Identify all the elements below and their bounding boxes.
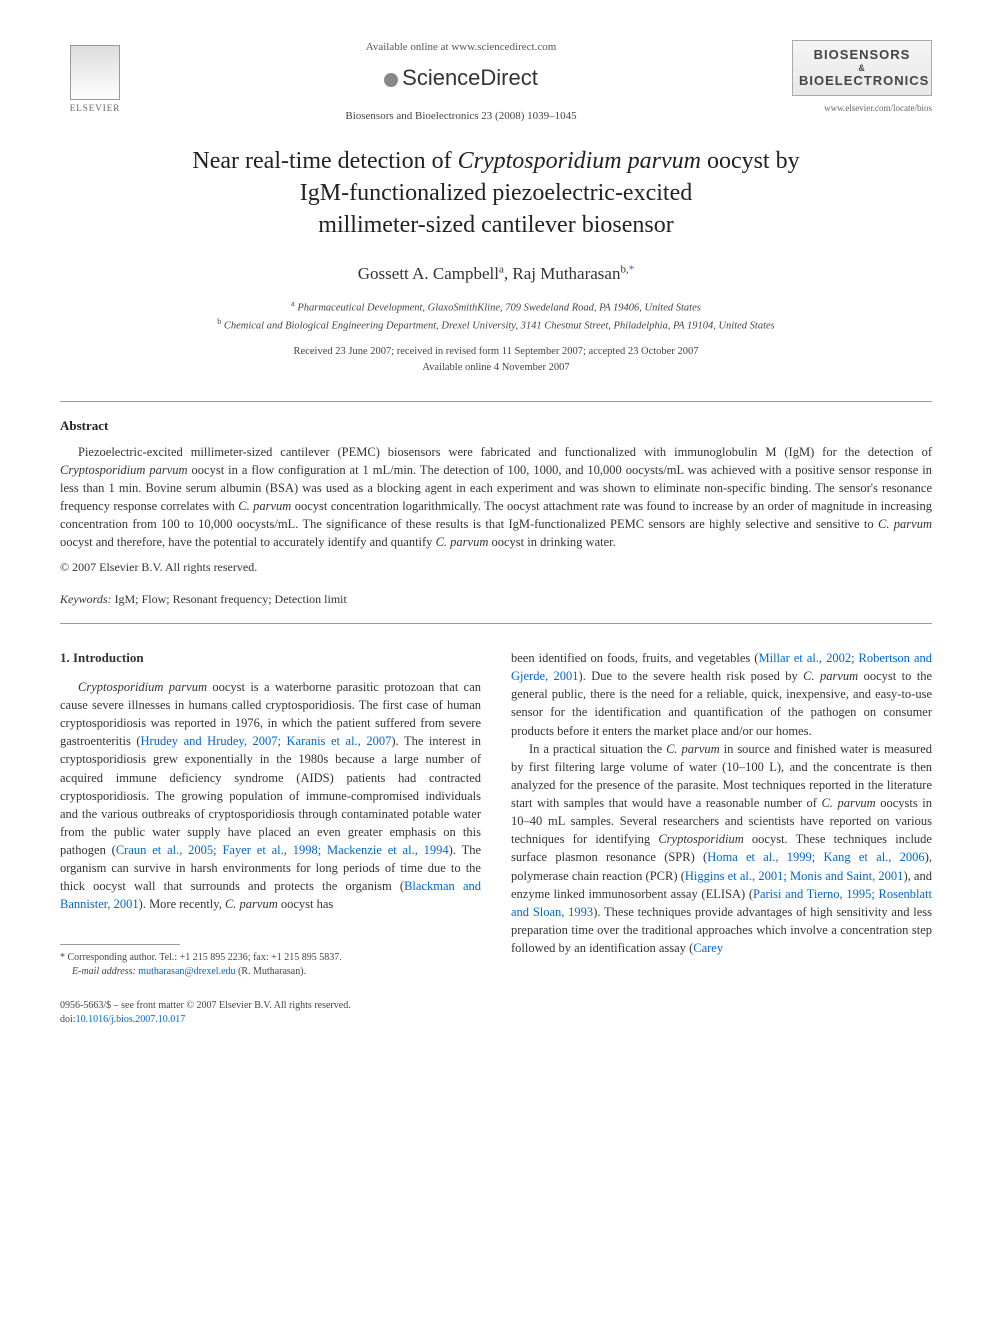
abs-m3: oocyst and therefore, have the potential… xyxy=(60,535,436,549)
journal-logo-line1: BIOSENSORS xyxy=(799,47,925,63)
sciencedirect-logo: ScienceDirect xyxy=(150,63,772,94)
keywords-text: IgM; Flow; Resonant frequency; Detection… xyxy=(112,592,347,606)
doi-link[interactable]: 10.1016/j.bios.2007.10.017 xyxy=(76,1014,186,1025)
author2: Raj Mutharasan xyxy=(512,264,620,283)
c2p2-link4[interactable]: Carey xyxy=(693,941,723,955)
author1-sup: a xyxy=(499,263,504,275)
keywords-label: Keywords: xyxy=(60,592,112,606)
abstract-heading: Abstract xyxy=(60,417,932,435)
journal-logo-box: BIOSENSORS & BIOELECTRONICS xyxy=(792,40,932,96)
author2-sup: b, xyxy=(620,263,628,275)
c2p2-a: In a practical situation the xyxy=(529,742,666,756)
sd-bullet-icon xyxy=(384,73,398,87)
c2p2-it1: C. parvum xyxy=(666,742,720,756)
intro-heading: 1. Introduction xyxy=(60,649,481,668)
affiliations: a Pharmaceutical Development, GlaxoSmith… xyxy=(60,298,932,335)
title-line2: IgM-functionalized piezoelectric-excited xyxy=(300,180,692,206)
column-left: 1. Introduction Cryptosporidium parvum o… xyxy=(60,649,481,978)
author1: Gossett A. Campbell xyxy=(358,264,499,283)
doi-pre: doi: xyxy=(60,1014,76,1025)
c1-d: ). More recently, xyxy=(139,897,225,911)
c2p2-it2: C. parvum xyxy=(822,796,876,810)
c2p2-link1[interactable]: Homa et al., 1999; Kang et al., 2006 xyxy=(707,850,925,864)
elsevier-label: ELSEVIER xyxy=(70,102,121,115)
affil-b: Chemical and Biological Engineering Depa… xyxy=(221,320,775,331)
dates-line2: Available online 4 November 2007 xyxy=(422,362,569,373)
sciencedirect-text: ScienceDirect xyxy=(402,65,538,90)
c2p2-it3: Cryptosporidium xyxy=(658,832,743,846)
available-online-text: Available online at www.sciencedirect.co… xyxy=(150,40,772,55)
footer-issn: 0956-5663/$ – see front matter © 2007 El… xyxy=(60,999,932,1013)
c1-it2: C. parvum xyxy=(225,897,278,911)
article-title: Near real-time detection of Cryptosporid… xyxy=(60,145,932,242)
c2-it1: C. parvum xyxy=(803,669,858,683)
c1-e: oocyst has xyxy=(278,897,334,911)
dates-line1: Received 23 June 2007; received in revis… xyxy=(294,346,699,357)
title-line3: millimeter-sized cantilever biosensor xyxy=(318,212,673,238)
elsevier-tree-icon xyxy=(70,45,120,100)
c1-b: ). The interest in cryptosporidiosis gre… xyxy=(60,734,481,857)
email-link[interactable]: mutharasan@drexel.edu xyxy=(136,966,236,977)
divider xyxy=(60,401,932,402)
corresponding-footnote: * Corresponding author. Tel.: +1 215 895… xyxy=(60,951,481,979)
journal-logo-block: BIOSENSORS & BIOELECTRONICS www.elsevier… xyxy=(792,40,932,115)
body-columns: 1. Introduction Cryptosporidium parvum o… xyxy=(60,649,932,978)
email-post: (R. Mutharasan). xyxy=(236,966,307,977)
abs-it2: C. parvum xyxy=(238,499,291,513)
abs-end: oocyst in drinking water. xyxy=(488,535,615,549)
elsevier-logo: ELSEVIER xyxy=(60,40,130,120)
authors: Gossett A. Campbella, Raj Mutharasanb,* xyxy=(60,262,932,286)
header-row: ELSEVIER Available online at www.science… xyxy=(60,40,932,125)
title-pre: Near real-time detection of xyxy=(192,148,457,174)
intro-p1-right: been identified on foods, fruits, and ve… xyxy=(511,649,932,740)
corr-label: * Corresponding author. Tel.: +1 215 895… xyxy=(60,951,481,965)
footnote-divider xyxy=(60,944,180,945)
footer-bar: 0956-5663/$ – see front matter © 2007 El… xyxy=(60,999,932,1027)
divider xyxy=(60,623,932,624)
article-dates: Received 23 June 2007; received in revis… xyxy=(60,344,932,376)
corr-mark: * xyxy=(629,263,635,275)
c1-it1: Cryptosporidium parvum xyxy=(78,680,207,694)
abstract-text: Piezoelectric-excited millimeter-sized c… xyxy=(60,443,932,552)
c2p2-link2[interactable]: Higgins et al., 2001; Monis and Saint, 2… xyxy=(685,869,904,883)
c1-link2[interactable]: Craun et al., 2005; Fayer et al., 1998; … xyxy=(116,843,449,857)
journal-url: www.elsevier.com/locate/bios xyxy=(792,102,932,115)
abs-it4: C. parvum xyxy=(436,535,489,549)
c2-b: ). Due to the severe health risk posed b… xyxy=(579,669,804,683)
abs-it3: C. parvum xyxy=(878,517,932,531)
abstract-copyright: © 2007 Elsevier B.V. All rights reserved… xyxy=(60,559,932,576)
c1-link1[interactable]: Hrudey and Hrudey, 2007; Karanis et al.,… xyxy=(141,734,392,748)
intro-p2-right: In a practical situation the C. parvum i… xyxy=(511,740,932,958)
journal-logo-line2: BIOELECTRONICS xyxy=(799,73,925,89)
email-label: E-mail address: xyxy=(72,966,136,977)
abs-it1: Cryptosporidium parvum xyxy=(60,463,188,477)
title-italic: Cryptosporidium parvum xyxy=(458,148,701,174)
c2-a: been identified on foods, fruits, and ve… xyxy=(511,651,758,665)
intro-p1-left: Cryptosporidium parvum oocyst is a water… xyxy=(60,678,481,914)
center-header: Available online at www.sciencedirect.co… xyxy=(130,40,792,125)
title-post: oocyst by xyxy=(701,148,800,174)
keywords: Keywords: IgM; Flow; Resonant frequency;… xyxy=(60,591,932,608)
abs-pre: Piezoelectric-excited millimeter-sized c… xyxy=(78,445,932,459)
column-right: been identified on foods, fruits, and ve… xyxy=(511,649,932,978)
journal-logo-amp: & xyxy=(799,63,925,74)
affil-a: Pharmaceutical Development, GlaxoSmithKl… xyxy=(295,302,701,313)
journal-reference: Biosensors and Bioelectronics 23 (2008) … xyxy=(150,109,772,124)
